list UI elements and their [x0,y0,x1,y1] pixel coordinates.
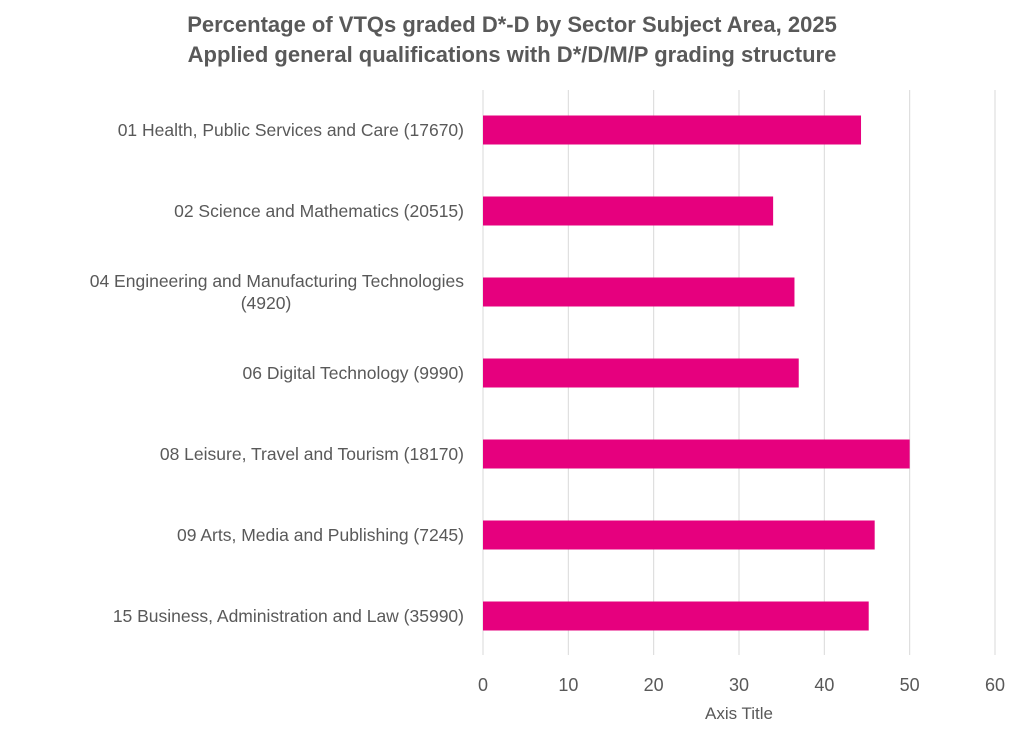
category-label: 08 Leisure, Travel and Tourism (18170) [160,444,464,464]
bar [483,277,795,307]
x-tick-label: 40 [814,675,834,695]
category-label: 09 Arts, Media and Publishing (7245) [177,525,464,545]
bar [483,520,875,550]
x-tick-label: 60 [985,675,1005,695]
x-tick-label: 0 [478,675,488,695]
category-label: 04 Engineering and Manufacturing Technol… [90,271,465,313]
x-tick-label: 20 [644,675,664,695]
bars [483,115,910,631]
category-label: 01 Health, Public Services and Care (176… [118,120,464,140]
x-tick-labels: 0 10 20 30 40 50 60 [478,675,1005,695]
bar [483,196,774,226]
category-labels: 01 Health, Public Services and Care (176… [90,120,465,626]
x-axis-title: Axis Title [705,704,773,723]
chart-title: Percentage of VTQs graded D*-D by Sector… [187,12,837,37]
x-tick-label: 30 [729,675,749,695]
chart-subtitle: Applied general qualifications with D*/D… [187,42,837,67]
x-tick-label: 10 [558,675,578,695]
bar [483,439,910,469]
category-label: 15 Business, Administration and Law (359… [113,606,464,626]
category-label: 02 Science and Mathematics (20515) [174,201,464,221]
bar [483,115,862,145]
bar [483,358,799,388]
x-tick-label: 50 [900,675,920,695]
chart-title-block: Percentage of VTQs graded D*-D by Sector… [0,10,1024,70]
bar [483,601,869,631]
category-label: 06 Digital Technology (9990) [243,363,464,383]
